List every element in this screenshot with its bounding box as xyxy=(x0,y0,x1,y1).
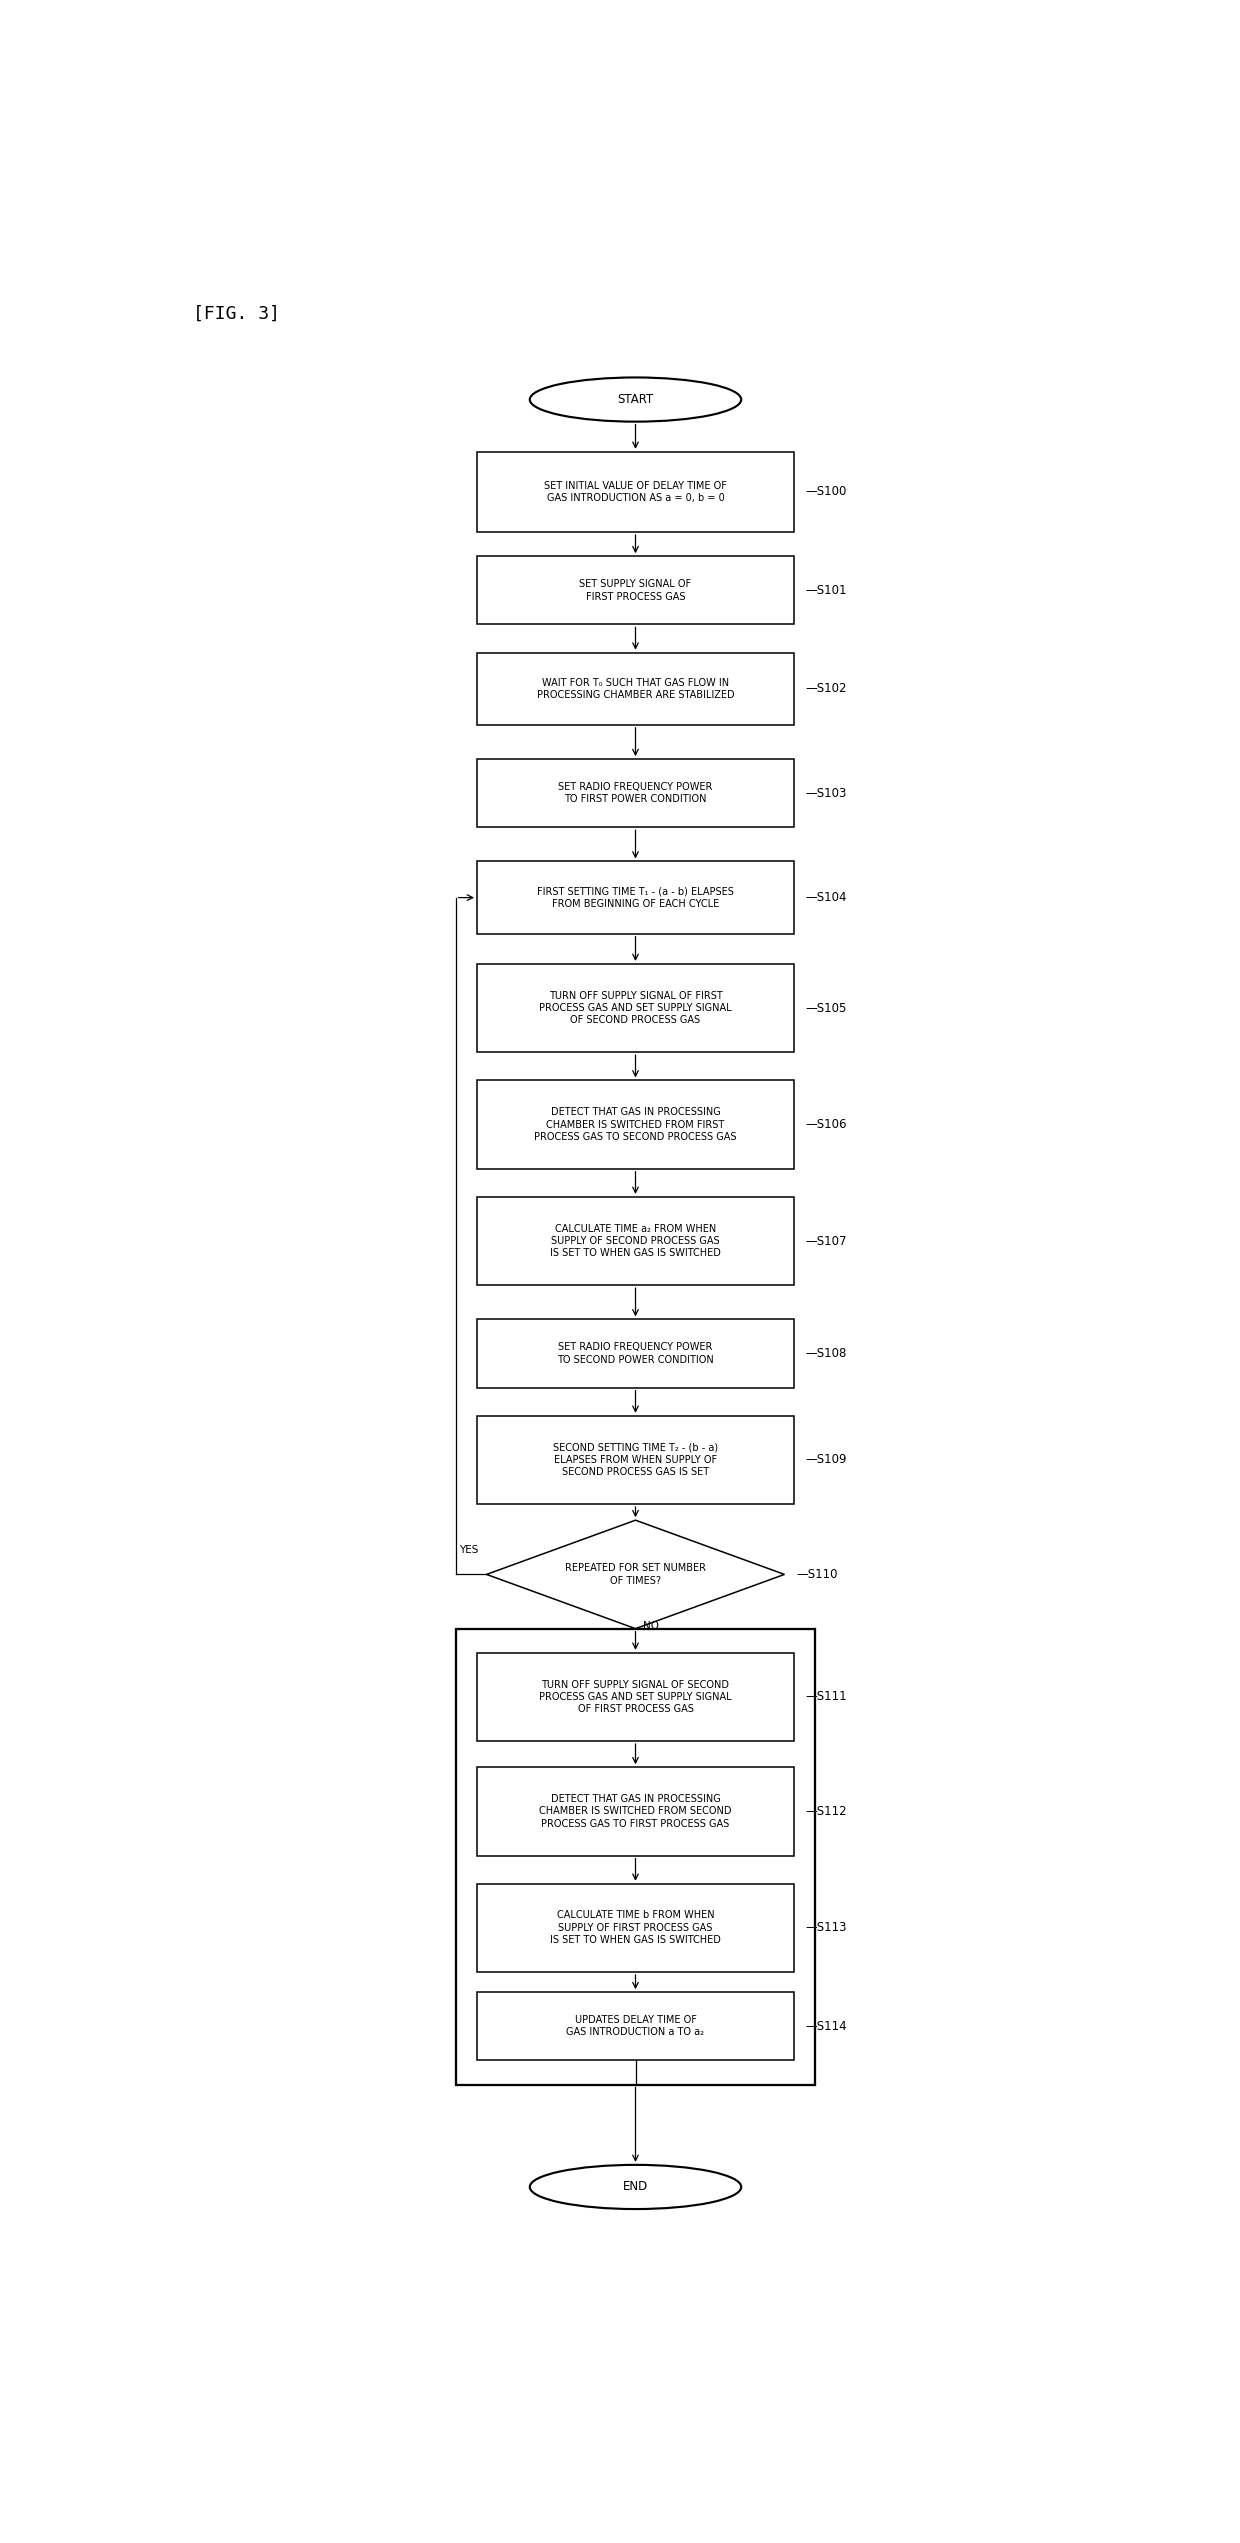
Text: SET RADIO FREQUENCY POWER
TO SECOND POWER CONDITION: SET RADIO FREQUENCY POWER TO SECOND POWE… xyxy=(557,1343,714,1366)
Bar xyxy=(477,1198,794,1284)
Text: —S112: —S112 xyxy=(806,1806,847,1818)
Bar xyxy=(477,1767,794,1856)
Text: TURN OFF SUPPLY SIGNAL OF FIRST
PROCESS GAS AND SET SUPPLY SIGNAL
OF SECOND PROC: TURN OFF SUPPLY SIGNAL OF FIRST PROCESS … xyxy=(539,992,732,1025)
Text: WAIT FOR T₀ SUCH THAT GAS FLOW IN
PROCESSING CHAMBER ARE STABILIZED: WAIT FOR T₀ SUCH THAT GAS FLOW IN PROCES… xyxy=(537,676,734,699)
Bar xyxy=(477,1081,794,1170)
Text: SET RADIO FREQUENCY POWER
TO FIRST POWER CONDITION: SET RADIO FREQUENCY POWER TO FIRST POWER… xyxy=(558,783,713,804)
Bar xyxy=(477,964,794,1053)
Text: —S113: —S113 xyxy=(806,1923,847,1935)
Bar xyxy=(477,1884,794,1971)
Text: SECOND SETTING TIME T₂ - (b - a)
ELAPSES FROM WHEN SUPPLY OF
SECOND PROCESS GAS : SECOND SETTING TIME T₂ - (b - a) ELAPSES… xyxy=(553,1442,718,1477)
Text: —S102: —S102 xyxy=(806,682,847,694)
Bar xyxy=(477,862,794,933)
Text: NO: NO xyxy=(644,1620,660,1630)
Text: START: START xyxy=(618,394,653,407)
Text: TURN OFF SUPPLY SIGNAL OF SECOND
PROCESS GAS AND SET SUPPLY SIGNAL
OF FIRST PROC: TURN OFF SUPPLY SIGNAL OF SECOND PROCESS… xyxy=(539,1678,732,1714)
Text: —S100: —S100 xyxy=(806,486,847,498)
Text: UPDATES DELAY TIME OF
GAS INTRODUCTION a TO a₂: UPDATES DELAY TIME OF GAS INTRODUCTION a… xyxy=(567,2014,704,2037)
Text: —S114: —S114 xyxy=(806,2019,847,2032)
Text: —S103: —S103 xyxy=(806,786,847,799)
Text: END: END xyxy=(622,2179,649,2195)
Text: —S111: —S111 xyxy=(806,1691,847,1704)
Text: DETECT THAT GAS IN PROCESSING
CHAMBER IS SWITCHED FROM SECOND
PROCESS GAS TO FIR: DETECT THAT GAS IN PROCESSING CHAMBER IS… xyxy=(539,1793,732,1828)
Bar xyxy=(477,654,794,725)
Text: —S110: —S110 xyxy=(796,1569,837,1582)
Text: —S106: —S106 xyxy=(806,1119,847,1132)
Text: YES: YES xyxy=(460,1546,479,1556)
Text: —S104: —S104 xyxy=(806,890,847,905)
Text: SET INITIAL VALUE OF DELAY TIME OF
GAS INTRODUCTION AS a = 0, b = 0: SET INITIAL VALUE OF DELAY TIME OF GAS I… xyxy=(544,481,727,504)
Bar xyxy=(477,1991,794,2060)
Bar xyxy=(477,453,794,531)
Text: —S105: —S105 xyxy=(806,1002,847,1015)
Text: DETECT THAT GAS IN PROCESSING
CHAMBER IS SWITCHED FROM FIRST
PROCESS GAS TO SECO: DETECT THAT GAS IN PROCESSING CHAMBER IS… xyxy=(534,1106,737,1142)
Text: [FIG. 3]: [FIG. 3] xyxy=(193,305,280,323)
Text: —S108: —S108 xyxy=(806,1348,847,1361)
Bar xyxy=(477,758,794,826)
Bar xyxy=(456,1628,815,2085)
Bar xyxy=(477,1653,794,1742)
Text: —S109: —S109 xyxy=(806,1455,847,1467)
Text: —S107: —S107 xyxy=(806,1233,847,1249)
Bar xyxy=(477,1416,794,1503)
Text: —S101: —S101 xyxy=(806,585,847,598)
Text: FIRST SETTING TIME T₁ - (a - b) ELAPSES
FROM BEGINNING OF EACH CYCLE: FIRST SETTING TIME T₁ - (a - b) ELAPSES … xyxy=(537,888,734,908)
Bar xyxy=(477,557,794,626)
Bar xyxy=(477,1320,794,1388)
Text: CALCULATE TIME b FROM WHEN
SUPPLY OF FIRST PROCESS GAS
IS SET TO WHEN GAS IS SWI: CALCULATE TIME b FROM WHEN SUPPLY OF FIR… xyxy=(551,1910,720,1945)
Text: CALCULATE TIME a₂ FROM WHEN
SUPPLY OF SECOND PROCESS GAS
IS SET TO WHEN GAS IS S: CALCULATE TIME a₂ FROM WHEN SUPPLY OF SE… xyxy=(551,1223,720,1259)
Text: SET SUPPLY SIGNAL OF
FIRST PROCESS GAS: SET SUPPLY SIGNAL OF FIRST PROCESS GAS xyxy=(579,580,692,603)
Text: REPEATED FOR SET NUMBER
OF TIMES?: REPEATED FOR SET NUMBER OF TIMES? xyxy=(565,1564,706,1587)
